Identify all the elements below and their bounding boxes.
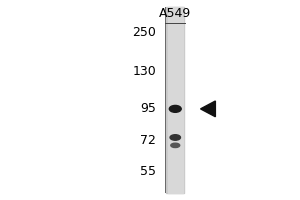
Bar <box>166 7 185 193</box>
Bar <box>168 7 183 193</box>
Text: 72: 72 <box>140 134 156 147</box>
Bar <box>166 7 184 193</box>
Polygon shape <box>200 101 215 117</box>
Text: 55: 55 <box>140 165 156 178</box>
Ellipse shape <box>170 135 181 140</box>
Ellipse shape <box>169 105 181 112</box>
Ellipse shape <box>171 143 180 148</box>
Text: A549: A549 <box>159 7 191 20</box>
Text: 250: 250 <box>132 26 156 39</box>
Text: 95: 95 <box>140 102 156 115</box>
Text: 130: 130 <box>132 65 156 78</box>
